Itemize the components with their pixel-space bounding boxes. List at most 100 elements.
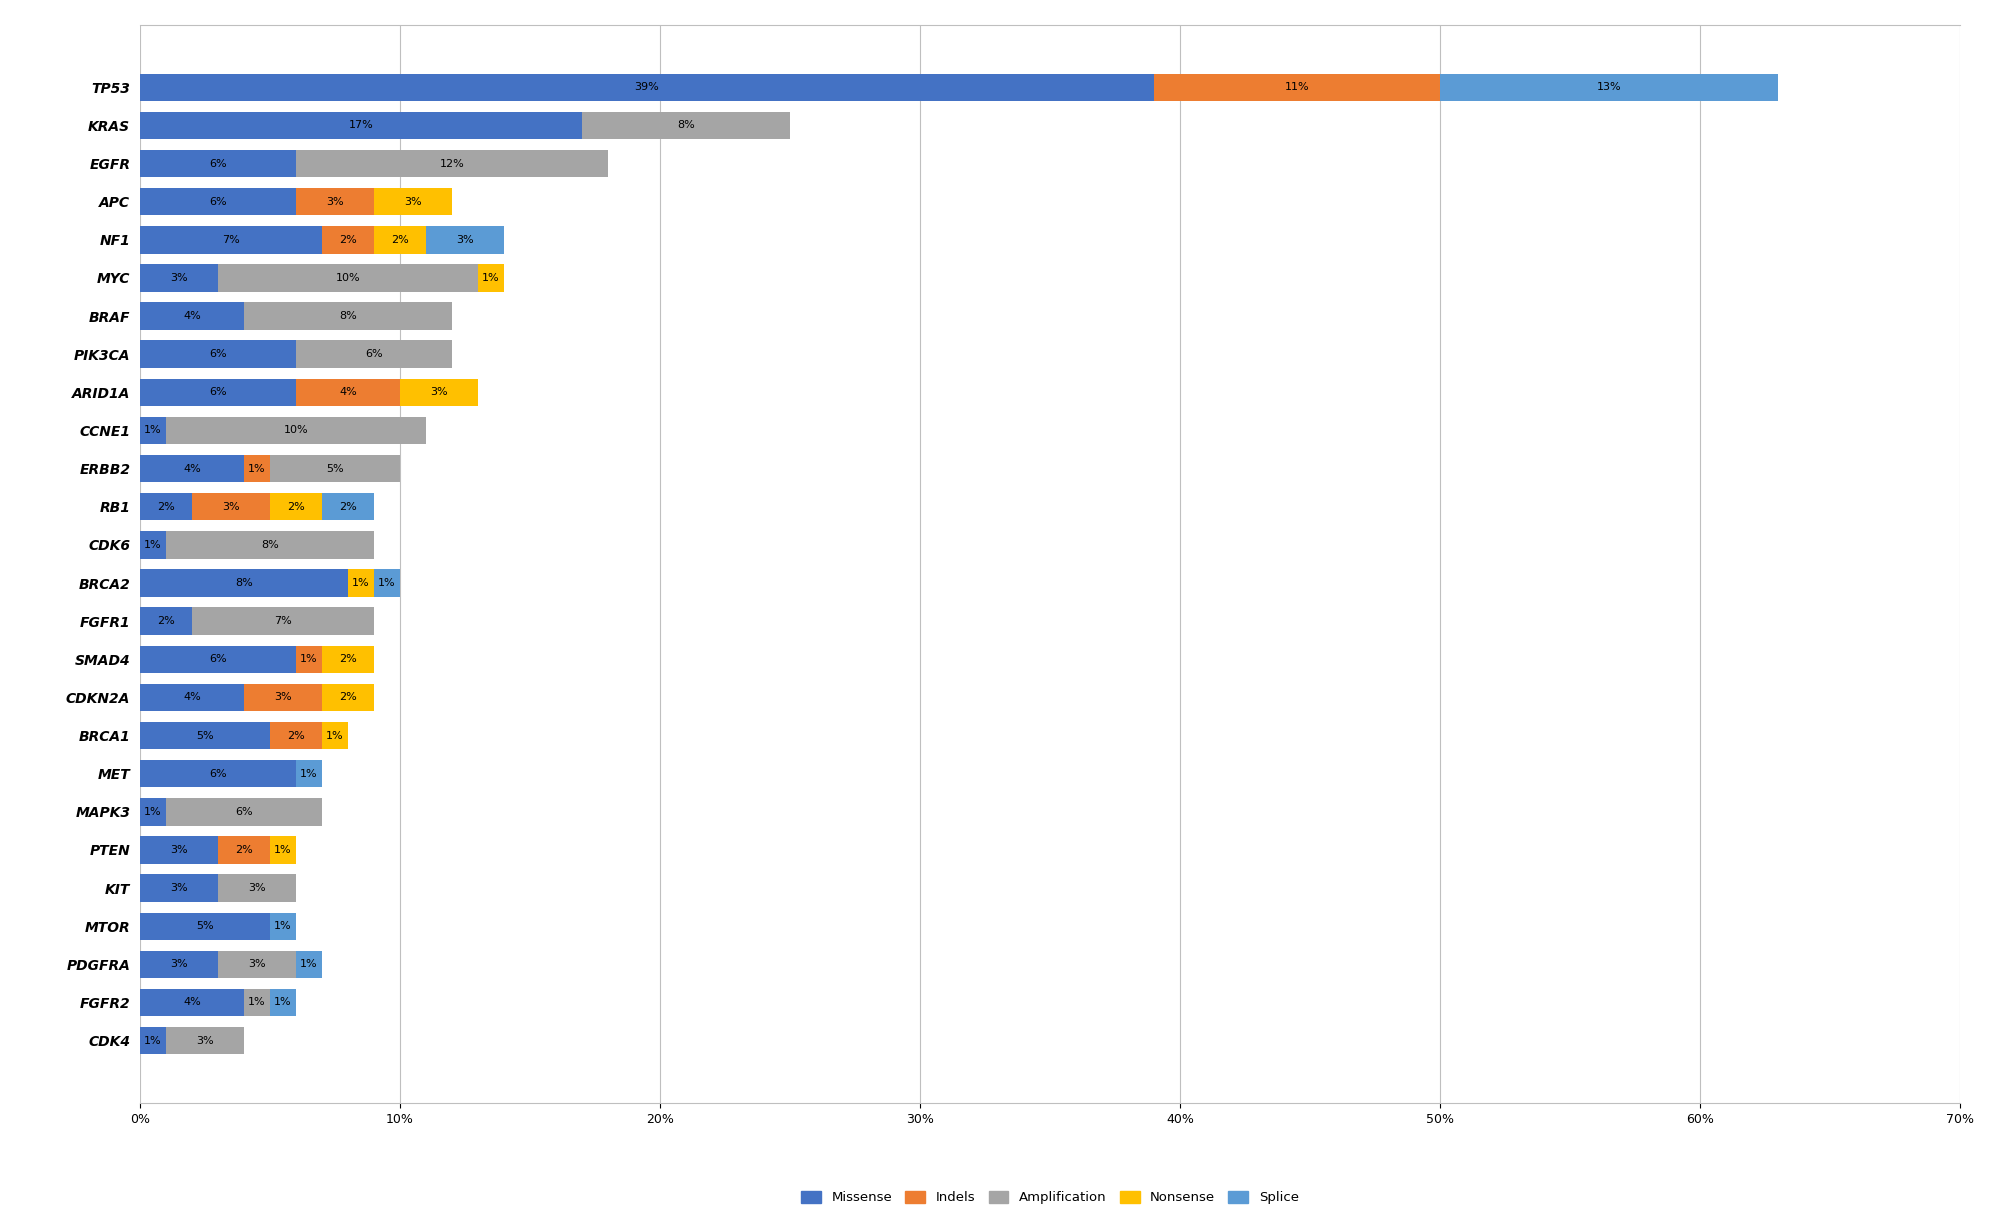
Bar bbox=[192, 493, 270, 521]
Text: 1%: 1% bbox=[144, 425, 162, 435]
Text: 3%: 3% bbox=[326, 196, 344, 207]
Bar bbox=[582, 112, 790, 139]
Text: 6%: 6% bbox=[210, 387, 226, 397]
Text: 3%: 3% bbox=[170, 273, 188, 283]
Bar bbox=[270, 989, 296, 1016]
Text: 2%: 2% bbox=[288, 731, 304, 741]
Text: 6%: 6% bbox=[210, 655, 226, 664]
Text: 1%: 1% bbox=[300, 769, 318, 779]
Text: 1%: 1% bbox=[248, 463, 266, 473]
Text: 4%: 4% bbox=[184, 998, 200, 1008]
Text: 2%: 2% bbox=[392, 235, 408, 245]
Bar bbox=[478, 265, 504, 292]
Text: 3%: 3% bbox=[248, 960, 266, 970]
Text: 1%: 1% bbox=[248, 998, 266, 1008]
Text: 4%: 4% bbox=[184, 463, 200, 473]
Bar bbox=[426, 226, 504, 254]
Text: 5%: 5% bbox=[326, 463, 344, 473]
Bar bbox=[140, 798, 166, 825]
Text: 8%: 8% bbox=[340, 311, 356, 321]
Text: 3%: 3% bbox=[404, 196, 422, 207]
Bar bbox=[140, 417, 166, 444]
Text: 1%: 1% bbox=[274, 845, 292, 855]
Bar bbox=[322, 226, 374, 254]
Text: 11%: 11% bbox=[1284, 82, 1310, 92]
Bar bbox=[166, 417, 426, 444]
Text: 1%: 1% bbox=[300, 655, 318, 664]
Text: 8%: 8% bbox=[678, 120, 694, 130]
Text: 10%: 10% bbox=[336, 273, 360, 283]
Bar bbox=[140, 188, 296, 216]
Bar bbox=[322, 722, 348, 749]
Bar bbox=[244, 303, 452, 330]
Text: 3%: 3% bbox=[170, 845, 188, 855]
Bar bbox=[140, 150, 296, 178]
Text: 3%: 3% bbox=[456, 235, 474, 245]
Bar bbox=[322, 646, 374, 673]
Text: 1%: 1% bbox=[144, 539, 162, 550]
Text: 3%: 3% bbox=[248, 883, 266, 893]
Bar bbox=[140, 74, 1154, 101]
Text: 5%: 5% bbox=[196, 731, 214, 741]
Text: 4%: 4% bbox=[184, 693, 200, 702]
Bar bbox=[374, 569, 400, 597]
Text: 2%: 2% bbox=[340, 501, 356, 511]
Bar bbox=[140, 989, 244, 1016]
Text: 1%: 1% bbox=[482, 273, 500, 283]
Text: 6%: 6% bbox=[210, 349, 226, 359]
Text: 1%: 1% bbox=[274, 921, 292, 932]
Bar bbox=[140, 341, 296, 368]
Bar bbox=[140, 493, 192, 521]
Bar bbox=[140, 1027, 166, 1054]
Bar bbox=[218, 950, 296, 978]
Text: 6%: 6% bbox=[210, 158, 226, 168]
Text: 2%: 2% bbox=[340, 693, 356, 702]
Bar bbox=[270, 836, 296, 863]
Bar bbox=[140, 303, 244, 330]
Bar bbox=[374, 226, 426, 254]
Text: 4%: 4% bbox=[340, 387, 356, 397]
Bar bbox=[296, 341, 452, 368]
Legend: Missense, Indels, Amplification, Nonsense, Splice: Missense, Indels, Amplification, Nonsens… bbox=[796, 1186, 1304, 1210]
Text: 5%: 5% bbox=[196, 921, 214, 932]
Bar bbox=[270, 493, 322, 521]
Bar bbox=[140, 722, 270, 749]
Text: 6%: 6% bbox=[366, 349, 382, 359]
Text: 2%: 2% bbox=[288, 501, 304, 511]
Bar bbox=[140, 455, 244, 482]
Bar bbox=[348, 569, 374, 597]
Text: 3%: 3% bbox=[430, 387, 448, 397]
Bar bbox=[400, 379, 478, 406]
Text: 2%: 2% bbox=[158, 501, 174, 511]
Text: 7%: 7% bbox=[222, 235, 240, 245]
Text: 1%: 1% bbox=[352, 577, 370, 588]
Text: 2%: 2% bbox=[236, 845, 252, 855]
Text: 2%: 2% bbox=[158, 617, 174, 626]
Bar bbox=[1154, 74, 1440, 101]
Text: 3%: 3% bbox=[170, 883, 188, 893]
Text: 1%: 1% bbox=[144, 1036, 162, 1046]
Bar bbox=[322, 493, 374, 521]
Text: 3%: 3% bbox=[170, 960, 188, 970]
Bar bbox=[140, 531, 166, 559]
Text: 12%: 12% bbox=[440, 158, 464, 168]
Bar bbox=[140, 950, 218, 978]
Text: 4%: 4% bbox=[184, 311, 200, 321]
Text: 3%: 3% bbox=[196, 1036, 214, 1046]
Bar bbox=[140, 569, 348, 597]
Bar bbox=[140, 646, 296, 673]
Text: 7%: 7% bbox=[274, 617, 292, 626]
Bar bbox=[166, 531, 374, 559]
Bar bbox=[140, 684, 244, 711]
Bar bbox=[296, 379, 400, 406]
Text: 1%: 1% bbox=[274, 998, 292, 1008]
Text: 8%: 8% bbox=[262, 539, 278, 550]
Text: 39%: 39% bbox=[634, 82, 660, 92]
Bar bbox=[140, 379, 296, 406]
Bar bbox=[140, 112, 582, 139]
Bar bbox=[270, 455, 400, 482]
Text: 2%: 2% bbox=[340, 655, 356, 664]
Text: 10%: 10% bbox=[284, 425, 308, 435]
Text: 1%: 1% bbox=[326, 731, 344, 741]
Text: 2%: 2% bbox=[340, 235, 356, 245]
